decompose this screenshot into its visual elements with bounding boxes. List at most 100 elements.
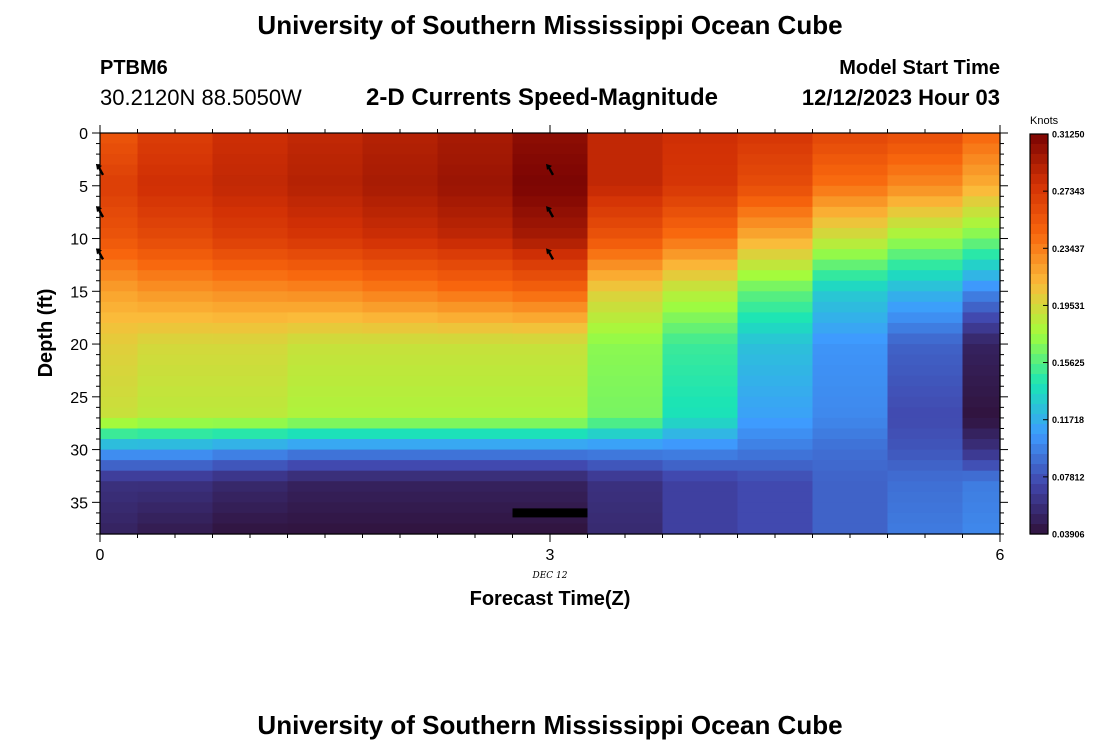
- heatmap-cell: [887, 523, 964, 535]
- heatmap-cell: [812, 491, 889, 503]
- heatmap-cell: [737, 133, 814, 145]
- heatmap-cell: [737, 333, 814, 345]
- heatmap-cell: [812, 291, 889, 303]
- heatmap-cell: [362, 154, 439, 166]
- heatmap-cell: [437, 354, 514, 366]
- colorbar-tick-label: 0.27343: [1052, 187, 1085, 197]
- heatmap-cell: [100, 470, 139, 482]
- heatmap-cell: [737, 280, 814, 292]
- heatmap-cell: [137, 206, 214, 219]
- heatmap-cell: [437, 175, 514, 187]
- colorbar-segment: [1030, 494, 1048, 505]
- heatmap-cell: [212, 407, 289, 419]
- heatmap-cell: [512, 449, 589, 461]
- heatmap-cell: [662, 175, 739, 187]
- heatmap-cell: [587, 386, 664, 398]
- heatmap-cell: [100, 291, 139, 303]
- heatmap-cell: [100, 143, 139, 155]
- heatmap-cell: [962, 491, 1001, 503]
- heatmap-cell: [362, 291, 439, 303]
- heatmap-cell: [737, 439, 814, 451]
- colorbar-segment: [1030, 374, 1048, 385]
- heatmap-cell: [100, 417, 139, 430]
- heatmap-cell: [737, 259, 814, 271]
- heatmap-cell: [437, 270, 514, 282]
- heatmap-cell: [737, 185, 814, 197]
- heatmap-cell: [812, 164, 889, 176]
- heatmap-cell: [887, 291, 964, 303]
- heatmap-cell: [737, 238, 814, 250]
- heatmap-cell: [812, 523, 889, 535]
- heatmap-cell: [887, 470, 964, 482]
- axes: 0 5 10 15 20 25 30 35 0 3 6: [70, 125, 1008, 564]
- heatmap-cell: [962, 133, 1001, 145]
- colorbar-segment: [1030, 354, 1048, 365]
- heatmap-cell: [962, 375, 1001, 387]
- heatmap-cell: [962, 396, 1001, 408]
- heatmap-cell: [212, 523, 289, 535]
- y-axis-label: Depth (ft): [35, 289, 57, 378]
- station-id: PTBM6: [100, 57, 168, 79]
- heatmap-cell: [512, 375, 589, 387]
- heatmap-cell: [362, 175, 439, 187]
- heatmap-cell: [887, 386, 964, 398]
- heatmap-cell: [812, 449, 889, 461]
- heatmap-cell: [587, 301, 664, 313]
- heatmap-cell: [437, 227, 514, 240]
- heatmap-cell: [812, 143, 889, 155]
- heatmap-cell: [812, 280, 889, 292]
- heatmap-cell: [662, 143, 739, 155]
- colorbar: Knots 0.31250 0.27343 0.23437 0.19531 0.1562…: [1029, 115, 1085, 540]
- heatmap-cell: [100, 259, 139, 271]
- heatmap-cell: [512, 259, 589, 271]
- heatmap-cell: [287, 396, 364, 408]
- heatmap-cell: [437, 491, 514, 503]
- heatmap-cell: [812, 270, 889, 282]
- colorbar-segment: [1030, 274, 1048, 285]
- heatmap-cell: [362, 344, 439, 356]
- heatmap-cell: [587, 322, 664, 335]
- heatmap-cell: [962, 301, 1001, 313]
- heatmap-cell: [137, 259, 214, 271]
- heatmap-cell: [362, 270, 439, 282]
- colorbar-segment: [1030, 344, 1048, 355]
- heatmap-cell: [812, 481, 889, 493]
- colorbar-segment: [1030, 214, 1048, 225]
- heatmap-cell: [100, 196, 139, 208]
- heatmap-cell: [100, 386, 139, 398]
- heatmap-cell: [512, 333, 589, 345]
- heatmap-cell: [137, 460, 214, 472]
- heatmap-cell: [287, 333, 364, 345]
- heatmap-cell: [812, 322, 889, 335]
- heatmap-cell: [287, 133, 364, 145]
- heatmap-cell: [287, 291, 364, 303]
- marker-bar: [512, 508, 588, 518]
- heatmap-cell: [737, 143, 814, 155]
- heatmap-cell: [512, 523, 589, 535]
- heatmap-cell: [512, 196, 589, 208]
- y-tick-label: 5: [79, 179, 88, 196]
- heatmap-cell: [100, 396, 139, 408]
- heatmap-cell: [212, 164, 289, 176]
- heatmap-cell: [137, 396, 214, 408]
- current-vector-arrow: [546, 206, 555, 218]
- heatmap-cell: [962, 417, 1001, 430]
- heatmap-cell: [362, 386, 439, 398]
- heatmap-cell: [737, 322, 814, 335]
- heatmap-cell: [662, 428, 739, 440]
- heatmap-cell: [662, 291, 739, 303]
- heatmap-cell: [287, 175, 364, 187]
- heatmap-cell: [137, 333, 214, 345]
- colorbar-label: Knots: [1030, 115, 1059, 127]
- heatmap-cell: [100, 227, 139, 240]
- heatmap-cell: [137, 312, 214, 324]
- heatmap-cell: [812, 217, 889, 229]
- heatmap-cell: [287, 238, 364, 250]
- heatmap-cell: [737, 523, 814, 535]
- heatmap-cell: [437, 439, 514, 451]
- colorbar-segment: [1030, 284, 1048, 295]
- heatmap-cell: [812, 175, 889, 187]
- heatmap-cell: [212, 217, 289, 229]
- heatmap-cell: [100, 375, 139, 387]
